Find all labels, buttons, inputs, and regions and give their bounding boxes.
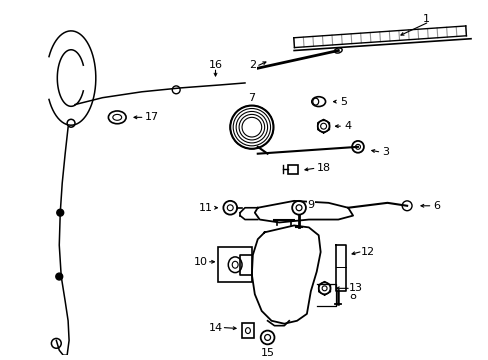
Text: 8: 8 [349, 291, 356, 301]
Text: 1: 1 [423, 14, 429, 24]
Circle shape [172, 86, 180, 94]
Text: 17: 17 [144, 112, 159, 122]
Circle shape [57, 209, 63, 216]
Ellipse shape [296, 205, 302, 211]
Ellipse shape [318, 283, 330, 294]
Text: 11: 11 [198, 203, 212, 213]
Circle shape [67, 119, 75, 127]
Text: 5: 5 [339, 96, 346, 107]
Ellipse shape [312, 98, 318, 105]
Text: 18: 18 [316, 163, 330, 174]
Ellipse shape [320, 123, 326, 129]
Text: 9: 9 [306, 200, 314, 210]
Ellipse shape [113, 114, 122, 120]
Text: 4: 4 [344, 121, 351, 131]
Ellipse shape [402, 201, 411, 211]
Ellipse shape [322, 286, 326, 291]
Text: 10: 10 [193, 257, 207, 267]
Ellipse shape [260, 330, 274, 345]
Circle shape [56, 273, 62, 280]
Ellipse shape [291, 201, 305, 215]
Text: 16: 16 [208, 60, 222, 70]
Text: 2: 2 [249, 60, 256, 70]
Ellipse shape [317, 120, 329, 132]
Text: 14: 14 [208, 323, 222, 333]
Circle shape [51, 338, 61, 348]
Text: 6: 6 [432, 201, 439, 211]
Text: 15: 15 [260, 348, 274, 358]
FancyBboxPatch shape [218, 247, 251, 283]
Ellipse shape [227, 205, 233, 211]
Ellipse shape [355, 144, 360, 149]
Ellipse shape [228, 257, 242, 273]
Ellipse shape [351, 141, 363, 153]
Ellipse shape [264, 334, 270, 341]
Text: 13: 13 [348, 283, 362, 293]
Text: 7: 7 [248, 93, 255, 103]
Text: 12: 12 [360, 247, 374, 257]
FancyBboxPatch shape [287, 166, 298, 174]
Ellipse shape [334, 48, 342, 53]
Ellipse shape [311, 97, 325, 107]
Text: 3: 3 [381, 147, 388, 157]
Ellipse shape [245, 328, 250, 333]
Ellipse shape [223, 201, 237, 215]
Ellipse shape [232, 261, 238, 268]
Ellipse shape [108, 111, 126, 124]
FancyBboxPatch shape [241, 323, 254, 338]
